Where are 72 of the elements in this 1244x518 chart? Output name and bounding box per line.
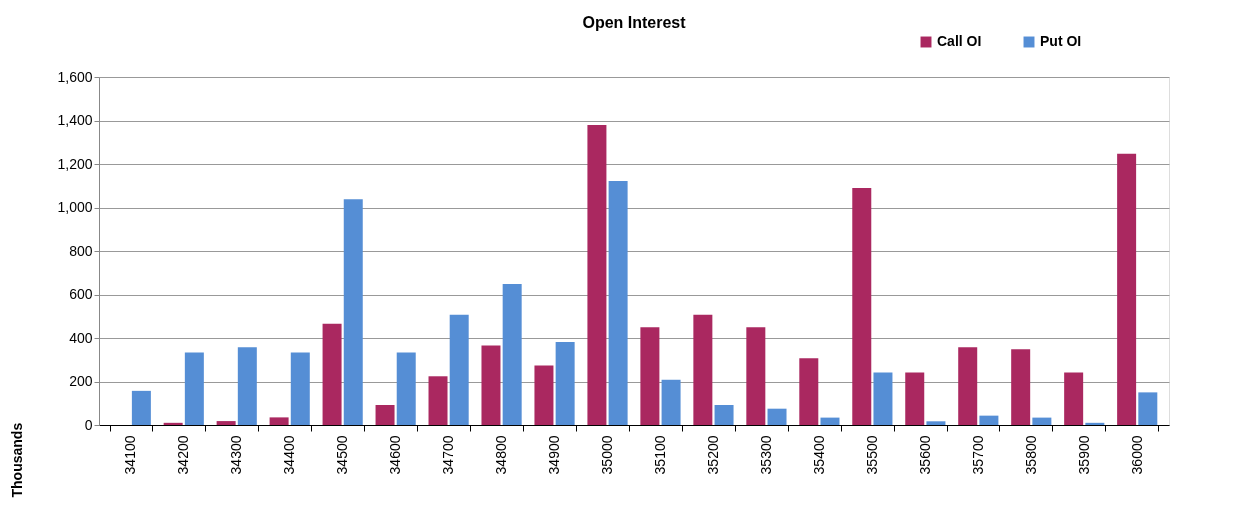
x-tick-label: 34400: [281, 435, 298, 475]
x-tick-label: 35300: [757, 435, 774, 475]
y-tick-label: 800: [69, 242, 93, 259]
bar: [852, 187, 872, 425]
bar: [746, 327, 766, 425]
bar: [481, 345, 501, 425]
bar: [873, 372, 893, 425]
bar: [555, 341, 575, 425]
x-tick-label: 34500: [334, 435, 351, 475]
y-tick-label: 1,400: [57, 112, 93, 128]
x-tick-label: 35700: [969, 435, 986, 475]
bar: [661, 379, 681, 425]
bar: [375, 404, 395, 425]
x-tick-label: 34100: [122, 435, 139, 475]
bar: [428, 376, 448, 425]
y-tick-label: 0: [84, 416, 93, 433]
y-tick-label: 600: [69, 286, 93, 302]
bar: [1117, 153, 1137, 425]
bar: [926, 421, 946, 425]
bar: [1138, 392, 1158, 425]
bar: [290, 352, 310, 425]
x-tick-label: 34200: [175, 435, 192, 475]
bar: [1085, 422, 1105, 425]
legend-label: Put OI: [1040, 33, 1082, 49]
chart-title: Open Interest: [582, 14, 687, 31]
bar: [343, 199, 363, 425]
x-tick-label: 35500: [863, 435, 880, 475]
bar: [1064, 372, 1084, 425]
bar: [237, 347, 257, 425]
x-tick-label: 35200: [704, 435, 721, 475]
bar: [820, 417, 840, 425]
x-tick-label: 34800: [493, 435, 510, 475]
bar: [502, 284, 522, 425]
bar: [396, 352, 416, 425]
bar: [693, 314, 713, 425]
y-tick-label: 1,000: [57, 199, 93, 215]
x-tick-label: 36000: [1128, 435, 1145, 475]
x-tick-label: 34900: [546, 435, 563, 475]
x-tick-label: 35000: [599, 435, 616, 475]
x-tick-label: 35100: [651, 435, 668, 475]
bar: [1032, 417, 1052, 425]
x-tick-label: 35600: [916, 435, 933, 475]
bar: [958, 347, 978, 425]
y-tick-label: 1,200: [57, 155, 93, 172]
x-tick-label: 34300: [228, 435, 245, 475]
bar: [163, 422, 183, 425]
bar: [799, 358, 819, 425]
bar: [449, 314, 469, 425]
legend-label: Call OI: [937, 33, 982, 49]
y-tick-label: 1,600: [57, 68, 93, 85]
bar: [587, 125, 607, 425]
x-tick-label: 35900: [1075, 435, 1092, 475]
x-tick-label: 34700: [440, 435, 457, 475]
y-tick-label: 400: [69, 329, 93, 346]
bar: [322, 323, 342, 425]
y-tick-label: 200: [69, 373, 93, 389]
bar: [767, 408, 787, 425]
y-axis-title: Thousands: [8, 422, 25, 498]
bar: [979, 415, 999, 425]
bar: [608, 180, 628, 425]
bar: [640, 327, 660, 425]
x-tick-label: 35400: [810, 435, 827, 475]
bar: [1011, 349, 1031, 425]
bar: [905, 372, 925, 425]
bar: [269, 417, 289, 425]
bar: [216, 421, 236, 425]
bar: [534, 365, 554, 425]
bar: [131, 390, 151, 425]
x-tick-label: 34600: [387, 435, 404, 475]
bar: [714, 404, 734, 425]
x-tick-label: 35800: [1022, 435, 1039, 475]
bar: [184, 352, 204, 425]
